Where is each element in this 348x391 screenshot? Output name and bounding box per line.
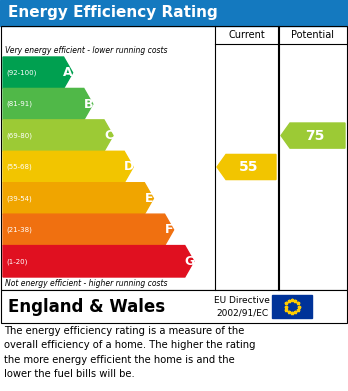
Text: England & Wales: England & Wales <box>8 298 165 316</box>
Text: G: G <box>184 255 195 268</box>
Text: 75: 75 <box>306 129 325 143</box>
Bar <box>1 26 347 290</box>
Text: B: B <box>84 98 93 111</box>
Bar <box>0 0 348 26</box>
Text: The energy efficiency rating is a measure of the
overall efficiency of a home. T: The energy efficiency rating is a measur… <box>4 326 255 379</box>
Text: A: A <box>63 66 73 79</box>
Text: (21-38): (21-38) <box>6 227 32 233</box>
Text: (39-54): (39-54) <box>6 195 32 202</box>
Polygon shape <box>3 120 113 151</box>
Polygon shape <box>3 214 174 246</box>
Text: 55: 55 <box>239 160 259 174</box>
Text: C: C <box>104 129 113 142</box>
Text: Energy Efficiency Rating: Energy Efficiency Rating <box>8 5 218 20</box>
Text: D: D <box>124 160 134 174</box>
Text: E: E <box>145 192 153 205</box>
Text: (92-100): (92-100) <box>6 70 37 76</box>
Text: (1-20): (1-20) <box>6 258 27 265</box>
Polygon shape <box>3 183 153 214</box>
Polygon shape <box>3 246 194 277</box>
Text: (69-80): (69-80) <box>6 132 32 139</box>
Text: Not energy efficient - higher running costs: Not energy efficient - higher running co… <box>5 279 167 288</box>
Bar <box>1 290 347 323</box>
Bar <box>272 295 312 318</box>
Text: EU Directive
2002/91/EC: EU Directive 2002/91/EC <box>214 296 270 317</box>
Polygon shape <box>281 123 345 148</box>
Text: (81-91): (81-91) <box>6 101 32 108</box>
Text: Potential: Potential <box>292 30 334 40</box>
Polygon shape <box>3 57 73 88</box>
Polygon shape <box>3 151 133 183</box>
Text: (55-68): (55-68) <box>6 164 32 170</box>
Text: F: F <box>165 223 173 236</box>
Text: Very energy efficient - lower running costs: Very energy efficient - lower running co… <box>5 46 167 55</box>
Text: Current: Current <box>228 30 265 40</box>
Polygon shape <box>217 154 276 179</box>
Polygon shape <box>3 88 93 120</box>
